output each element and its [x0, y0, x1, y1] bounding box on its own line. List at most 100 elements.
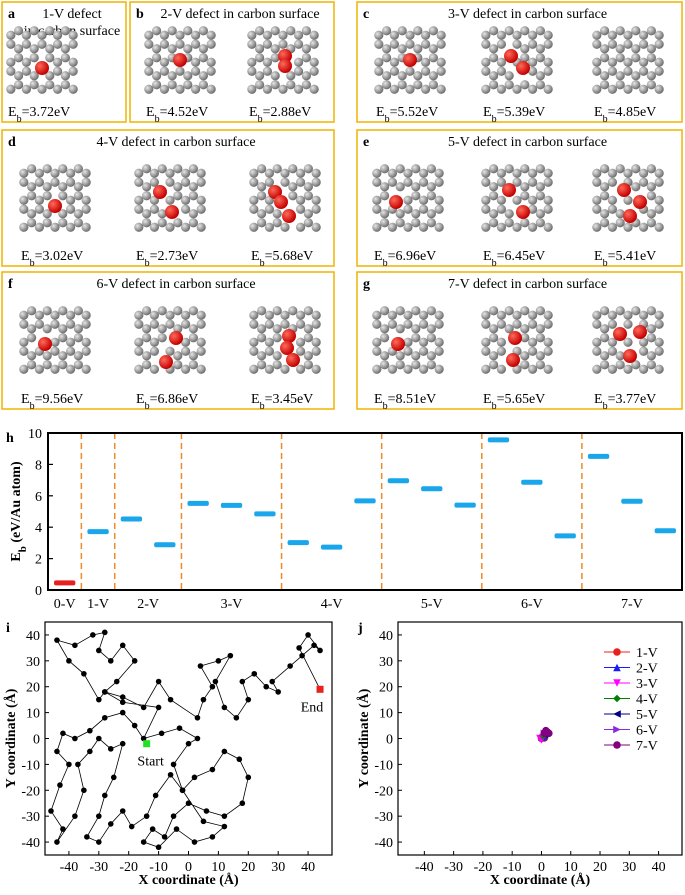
- energy-label: Eb=5.52eV: [376, 105, 438, 125]
- point: [173, 826, 180, 832]
- carbon-atom: [42, 164, 52, 174]
- carbon-atom: [6, 30, 16, 40]
- carbon-atom: [615, 218, 625, 228]
- symbol: E: [374, 249, 383, 264]
- carbon-atom: [65, 195, 76, 205]
- carbon-atom: [257, 360, 267, 370]
- carbon-atom: [303, 164, 313, 174]
- carbon-atom: [34, 195, 45, 205]
- carbon-atom: [527, 30, 538, 40]
- carbon-atom: [592, 177, 602, 187]
- energy-label: Eb=2.88eV: [249, 105, 311, 125]
- carbon-atom: [535, 360, 545, 370]
- carbon-atom: [520, 80, 530, 90]
- x-tick-label: 5-V: [421, 597, 443, 612]
- energy-dash: [54, 580, 76, 586]
- panel-letter: b: [136, 7, 144, 22]
- carbon-atom: [520, 191, 530, 201]
- carbon-atom: [134, 319, 144, 329]
- carbon-atom: [144, 66, 154, 76]
- carbon-atom: [654, 66, 664, 76]
- panel-letter: h: [6, 431, 14, 446]
- carbon-atom: [65, 204, 76, 214]
- point: [197, 663, 204, 669]
- symbol: E: [21, 249, 30, 264]
- carbon-atom: [21, 39, 32, 49]
- carbon-atom: [520, 182, 530, 192]
- carbon-atom: [196, 177, 206, 187]
- carbon-atom: [623, 310, 633, 320]
- point: [233, 714, 240, 721]
- carbon-atom: [520, 164, 530, 174]
- carbon-atom: [527, 39, 538, 49]
- point: [101, 689, 108, 695]
- carbon-atom: [615, 71, 625, 81]
- gold-atom: [153, 185, 167, 199]
- x-tick-label: -20: [474, 860, 493, 875]
- x-tick-label: -30: [89, 860, 108, 875]
- point: [131, 658, 138, 664]
- gold-atom: [617, 183, 631, 197]
- carbon-atom: [190, 39, 201, 49]
- carbon-atom: [272, 218, 282, 228]
- carbon-atom: [73, 306, 83, 316]
- marker: [544, 729, 553, 738]
- carbon-atom: [418, 364, 429, 374]
- carbon-atom: [257, 164, 267, 174]
- point: [72, 642, 78, 649]
- carbon-atom: [481, 337, 491, 347]
- carbon-atom: [159, 57, 170, 67]
- carbon-atom: [183, 71, 193, 81]
- carbon-atom: [434, 310, 444, 320]
- gold-atom: [169, 331, 183, 345]
- y-tick-label: 20: [379, 681, 393, 696]
- carbon-atom: [142, 164, 152, 174]
- carbon-atom: [45, 71, 55, 81]
- carbon-atom: [255, 26, 265, 36]
- subscript: b: [383, 258, 388, 269]
- carbon-atom: [496, 222, 507, 232]
- carbon-atom: [387, 310, 398, 320]
- carbon-atom: [631, 182, 641, 192]
- point: [185, 800, 192, 807]
- y-tick-label: 40: [26, 629, 40, 644]
- carbon-atom: [42, 351, 52, 361]
- symbol: E: [136, 249, 145, 264]
- carbon-atom: [413, 71, 423, 81]
- carbon-atom: [157, 324, 167, 334]
- carbon-atom: [37, 84, 47, 94]
- gold-atom: [280, 341, 294, 355]
- carbon-atom: [489, 306, 499, 316]
- carbon-atom: [638, 310, 649, 320]
- carbon-atom: [413, 80, 423, 90]
- carbon-atom: [623, 222, 633, 232]
- gold-atom: [403, 53, 417, 67]
- carbon-atom: [34, 310, 45, 320]
- carbon-atom: [527, 168, 538, 178]
- symbol: E: [249, 105, 258, 120]
- carbon-atom: [206, 30, 216, 40]
- carbon-atom: [180, 177, 191, 187]
- carbon-atom: [607, 177, 618, 187]
- carbon-atom: [631, 44, 641, 54]
- carbon-atom: [405, 66, 415, 76]
- carbon-atom: [295, 337, 306, 347]
- carbon-atom: [249, 177, 259, 187]
- point: [81, 670, 87, 677]
- energy-label: Eb=3.72eV: [8, 105, 70, 125]
- carbon-atom: [372, 177, 382, 187]
- carbon-atom: [535, 324, 545, 334]
- carbon-atom: [489, 324, 499, 334]
- carbon-atom: [65, 346, 76, 356]
- carbon-atom: [600, 80, 610, 90]
- panel-title: 3-V defect in carbon surface: [448, 7, 607, 22]
- y-tick-label: 10: [28, 427, 42, 442]
- carbon-atom: [293, 57, 304, 67]
- value: =2.88eV: [263, 105, 312, 120]
- gold-atom: [623, 349, 637, 363]
- carbon-atom: [389, 30, 400, 40]
- annotation-label: End: [301, 700, 324, 715]
- carbon-atom: [543, 222, 553, 232]
- carbon-atom: [382, 53, 392, 63]
- carbon-atom: [389, 84, 400, 94]
